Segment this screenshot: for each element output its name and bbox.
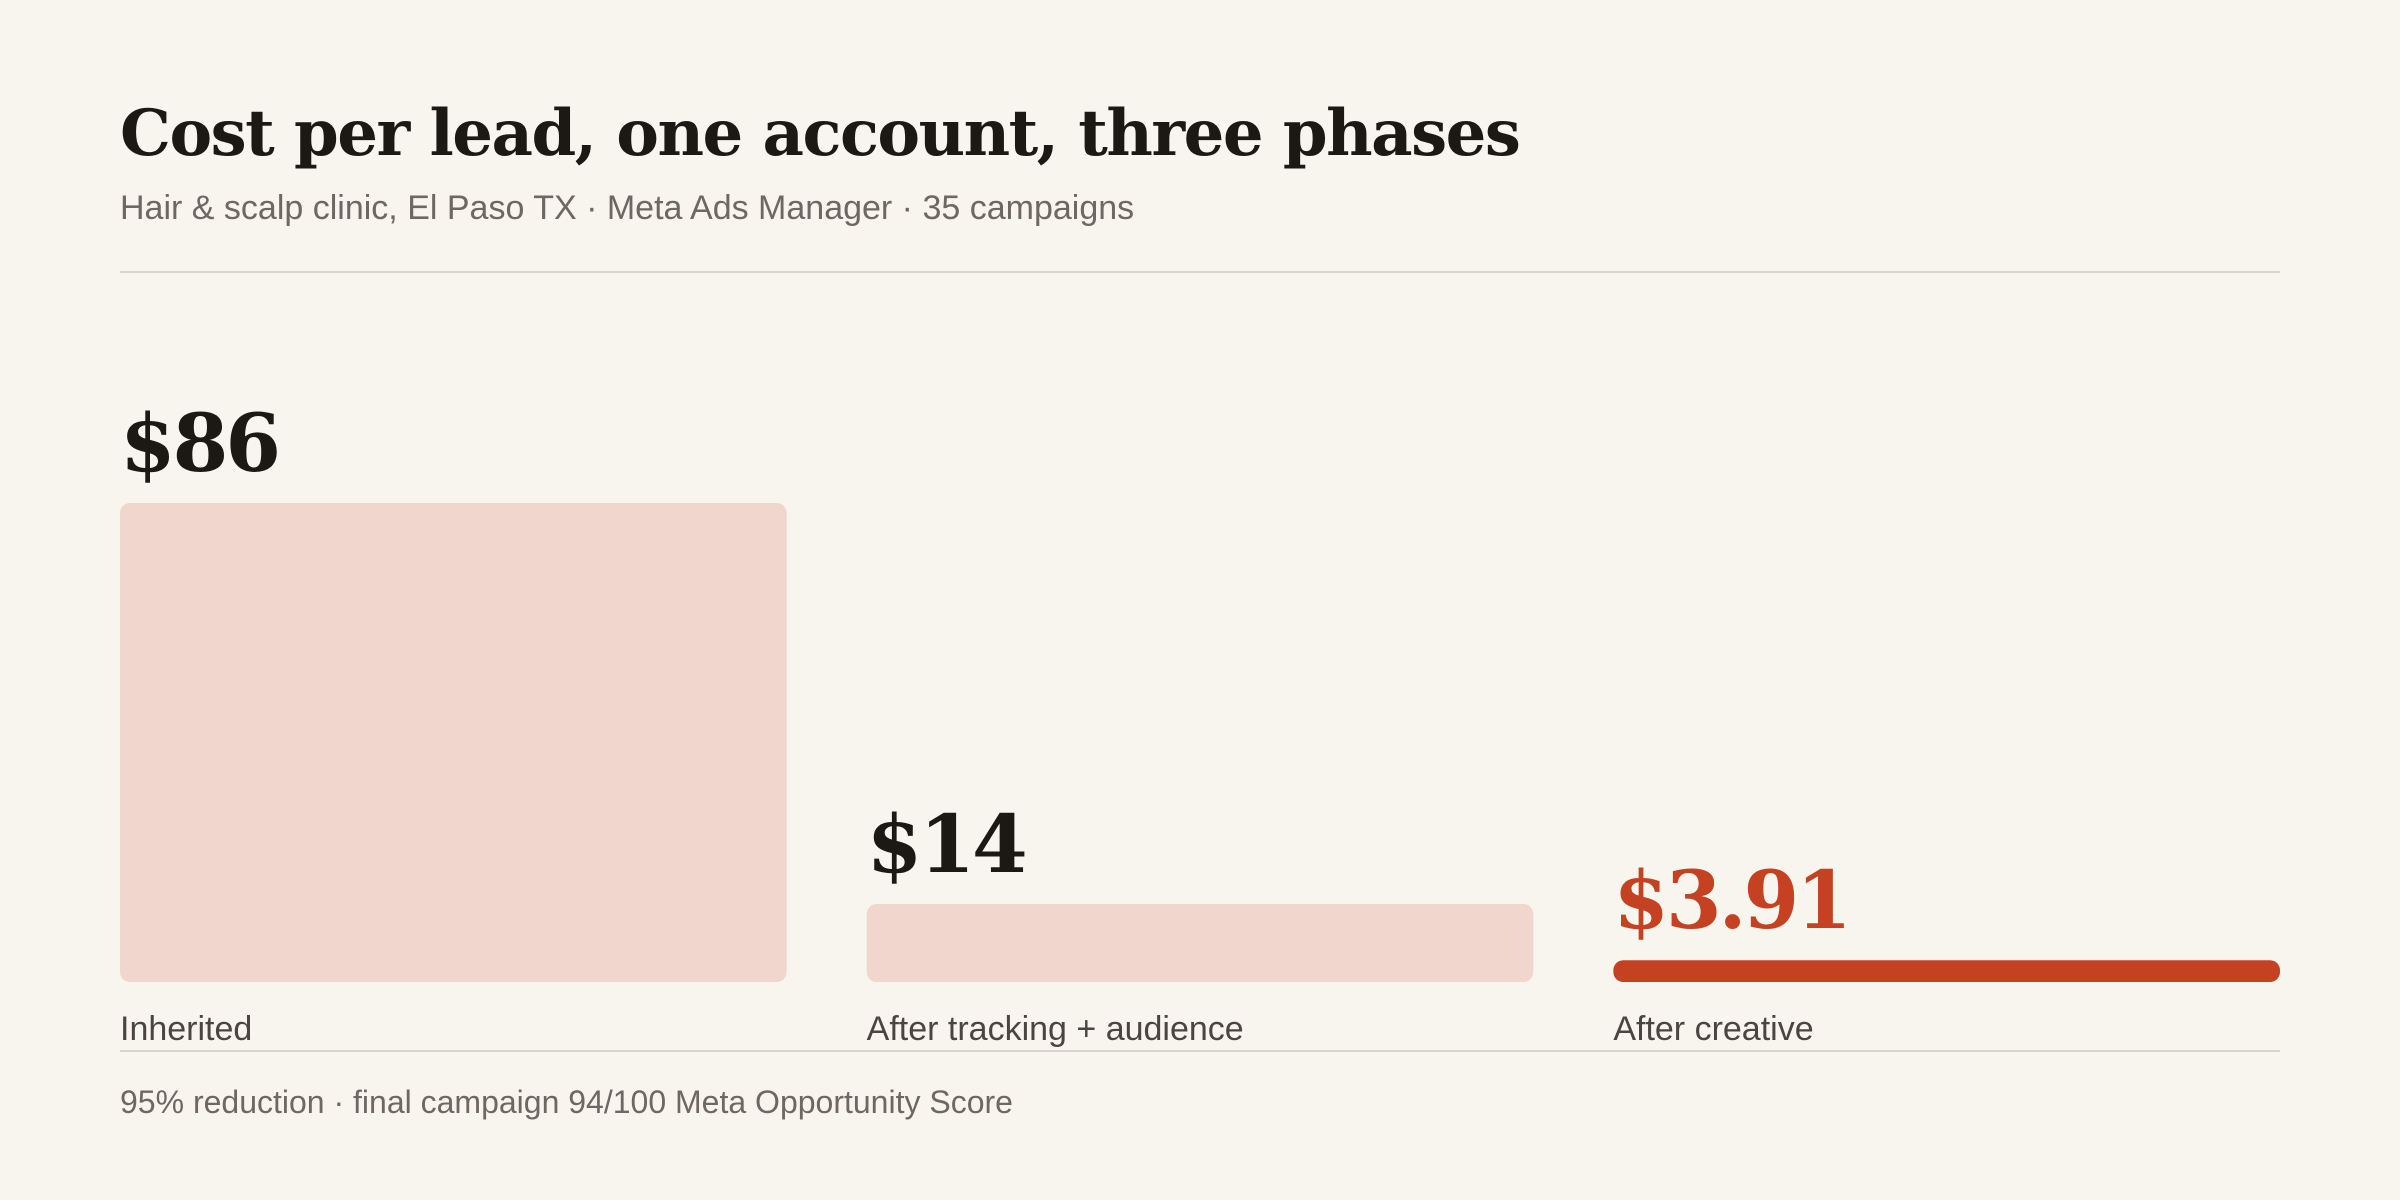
category-label-1: Inherited: [120, 1010, 252, 1048]
footer-divider: [120, 1050, 2280, 1052]
chart-annotation: 95% reduction · final campaign 94/100 Me…: [120, 1084, 1013, 1120]
header-divider: [120, 271, 2280, 273]
bar-3: [1613, 960, 2280, 982]
chart-subtitle: Hair & scalp clinic, El Paso TX · Meta A…: [120, 189, 1135, 227]
value-label-1: $86: [120, 396, 278, 490]
chart-title: Cost per lead, one account, three phases: [120, 96, 1521, 171]
bar-1: [120, 503, 787, 982]
category-label-2: After tracking + audience: [867, 1010, 1244, 1048]
bar-2: [866, 904, 1534, 982]
value-label-2: $14: [867, 797, 1025, 891]
category-label-3: After creative: [1613, 1010, 1813, 1048]
value-label-3: $3.91: [1613, 853, 1849, 947]
